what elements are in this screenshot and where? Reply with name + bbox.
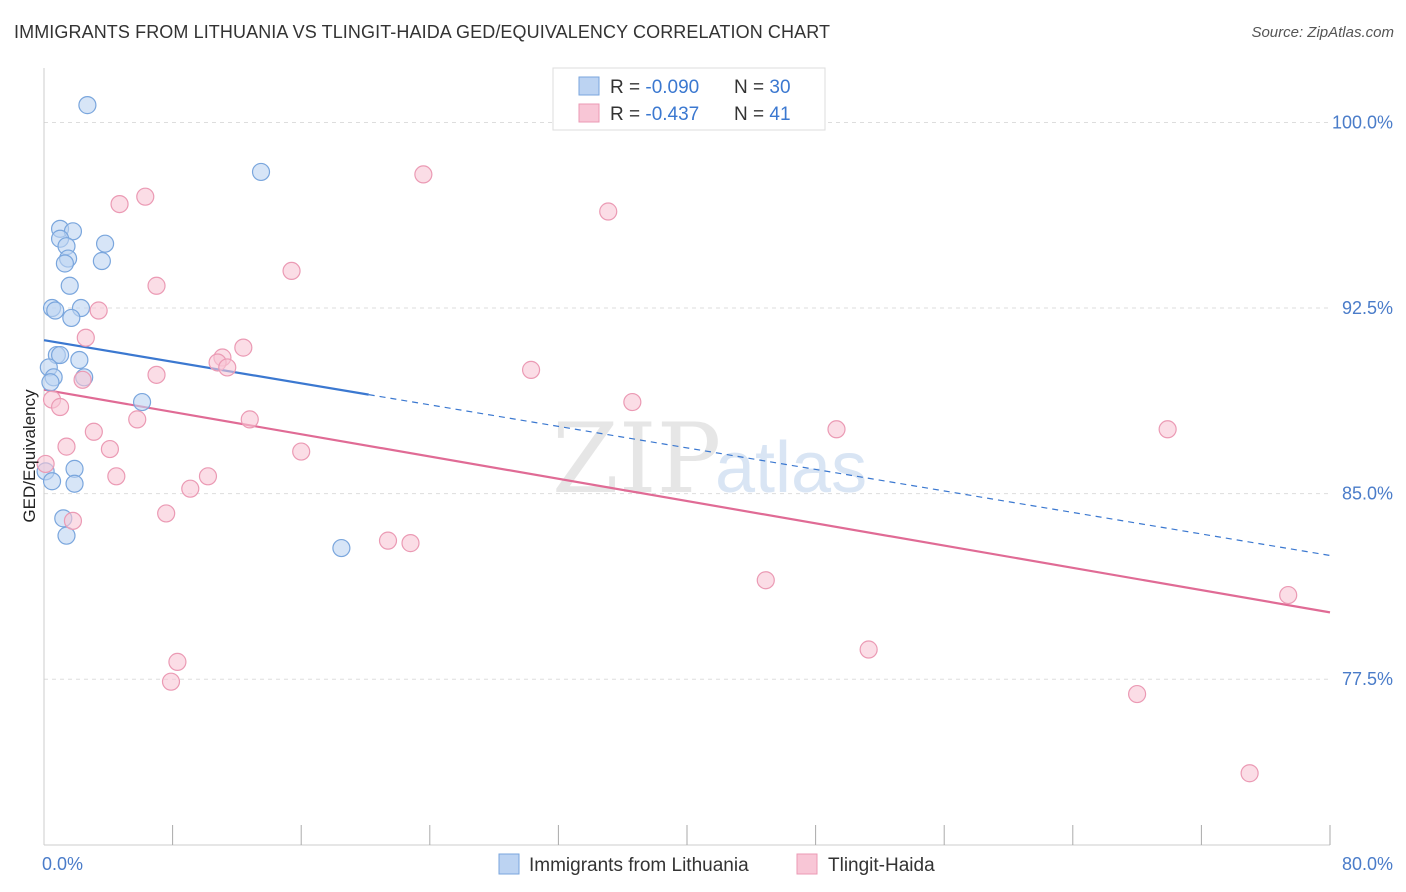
y-axis-title: GED/Equivalency: [20, 389, 39, 523]
lithuania-point: [62, 308, 81, 328]
tlingit-point: [50, 397, 70, 417]
tlingit-point: [240, 410, 259, 429]
tlingit-point: [181, 479, 200, 498]
tlingit-point: [107, 467, 126, 486]
lithuania-point: [95, 234, 115, 253]
stats-legend: R = -0.090 N = 30 R = -0.437 N = 41: [552, 67, 826, 131]
stats-n-label: N =: [734, 104, 769, 125]
tlingit-point: [168, 652, 187, 671]
tlingit-point: [57, 437, 76, 456]
tlingit-point: [198, 467, 218, 486]
tlingit-point: [599, 202, 618, 221]
tlingit-point: [157, 504, 176, 523]
tlingit-point: [161, 672, 181, 691]
lithuania-point: [50, 345, 70, 365]
stats-r-label: R =: [610, 104, 645, 125]
tlingit-point: [100, 439, 120, 459]
stats-r-label: R =: [610, 77, 645, 98]
lithuania-point: [60, 276, 79, 295]
tlingit-point: [1240, 764, 1259, 783]
lithuania-point: [41, 373, 60, 392]
watermark-atlas: atlas: [715, 428, 867, 508]
lithuania-point: [65, 474, 84, 493]
lithuania-point: [55, 254, 74, 273]
stats-n-label: N =: [734, 77, 769, 98]
chart-title: IMMIGRANTS FROM LITHUANIA VS TLINGIT-HAI…: [14, 22, 831, 42]
tlingit-point: [218, 358, 237, 377]
tlingit-point: [36, 454, 55, 474]
y-tick-labels: 100.0% 92.5% 85.0% 77.5%: [1332, 112, 1393, 689]
lithuania-point: [70, 350, 89, 370]
tlingit-point: [147, 276, 166, 295]
lithuania-point: [46, 301, 65, 320]
tlingit-point: [147, 365, 166, 384]
stats-r-value: -0.437: [645, 104, 699, 125]
legend-label-tlingit: Tlingit-Haida: [828, 855, 935, 876]
tlingit-point: [234, 338, 253, 357]
tlingit-point: [63, 511, 83, 530]
tlingit-point: [827, 420, 846, 439]
data-points: [36, 96, 1298, 783]
tlingit-point: [756, 571, 775, 590]
stats-swatch-pink: [578, 103, 600, 123]
tlingit-point: [378, 531, 398, 550]
tlingit-point: [136, 187, 155, 206]
stats-r-value: -0.090: [645, 77, 699, 98]
tlingit-point: [292, 442, 311, 461]
y-tick-label: 85.0%: [1342, 484, 1393, 504]
lithuania-trend-extension: [368, 394, 1331, 557]
lithuania-point: [92, 251, 111, 271]
tlingit-point: [1127, 684, 1147, 704]
tlingit-point: [73, 370, 92, 389]
tlingit-point: [623, 392, 642, 412]
y-tick-label: 77.5%: [1342, 669, 1393, 689]
trend-lines: [43, 339, 1331, 614]
tlingit-trend-line: [43, 388, 1331, 614]
y-tick-label: 92.5%: [1342, 298, 1393, 318]
tlingit-point: [76, 328, 95, 347]
x-tick-label: 80.0%: [1342, 854, 1393, 874]
x-tick-label: 0.0%: [42, 854, 83, 874]
grid-lines: [44, 121, 1330, 680]
x-minor-ticks: [172, 825, 1331, 845]
watermark: ZIP atlas: [552, 403, 867, 515]
tlingit-point: [401, 534, 420, 553]
lithuania-point: [332, 538, 351, 558]
lithuania-trend-line: [43, 339, 369, 396]
stats-swatch-blue: [578, 76, 600, 96]
legend-swatch-tlingit: [796, 853, 818, 875]
y-tick-label: 100.0%: [1332, 112, 1393, 132]
tlingit-point: [1279, 585, 1298, 605]
tlingit-point: [128, 410, 147, 429]
legend-swatch-lithuania: [498, 853, 520, 875]
stats-n-value: 41: [769, 104, 790, 125]
legend-label-lithuania: Immigrants from Lithuania: [529, 855, 749, 876]
lithuania-point: [251, 162, 271, 182]
tlingit-point: [414, 165, 433, 184]
source-credit: Source: ZipAtlas.com: [1251, 24, 1394, 41]
x-tick-labels: 0.0% 80.0%: [42, 854, 1393, 874]
watermark-zip: ZIP: [552, 403, 721, 515]
tlingit-point: [1158, 420, 1177, 439]
tlingit-point: [859, 640, 878, 659]
tlingit-point: [521, 360, 541, 379]
stats-n-value: 30: [769, 77, 790, 98]
stats-row-pink: R = -0.437 N = 41: [610, 104, 791, 125]
stats-row-blue: R = -0.090 N = 30: [610, 77, 791, 98]
tlingit-point: [89, 301, 108, 320]
lithuania-point: [132, 392, 152, 412]
lithuania-point: [78, 96, 97, 115]
series-legend: Immigrants from Lithuania Tlingit-Haida: [498, 853, 935, 876]
tlingit-point: [282, 261, 301, 281]
tlingit-point: [110, 194, 129, 214]
lithuania-point: [42, 472, 62, 491]
tlingit-point: [84, 422, 103, 441]
